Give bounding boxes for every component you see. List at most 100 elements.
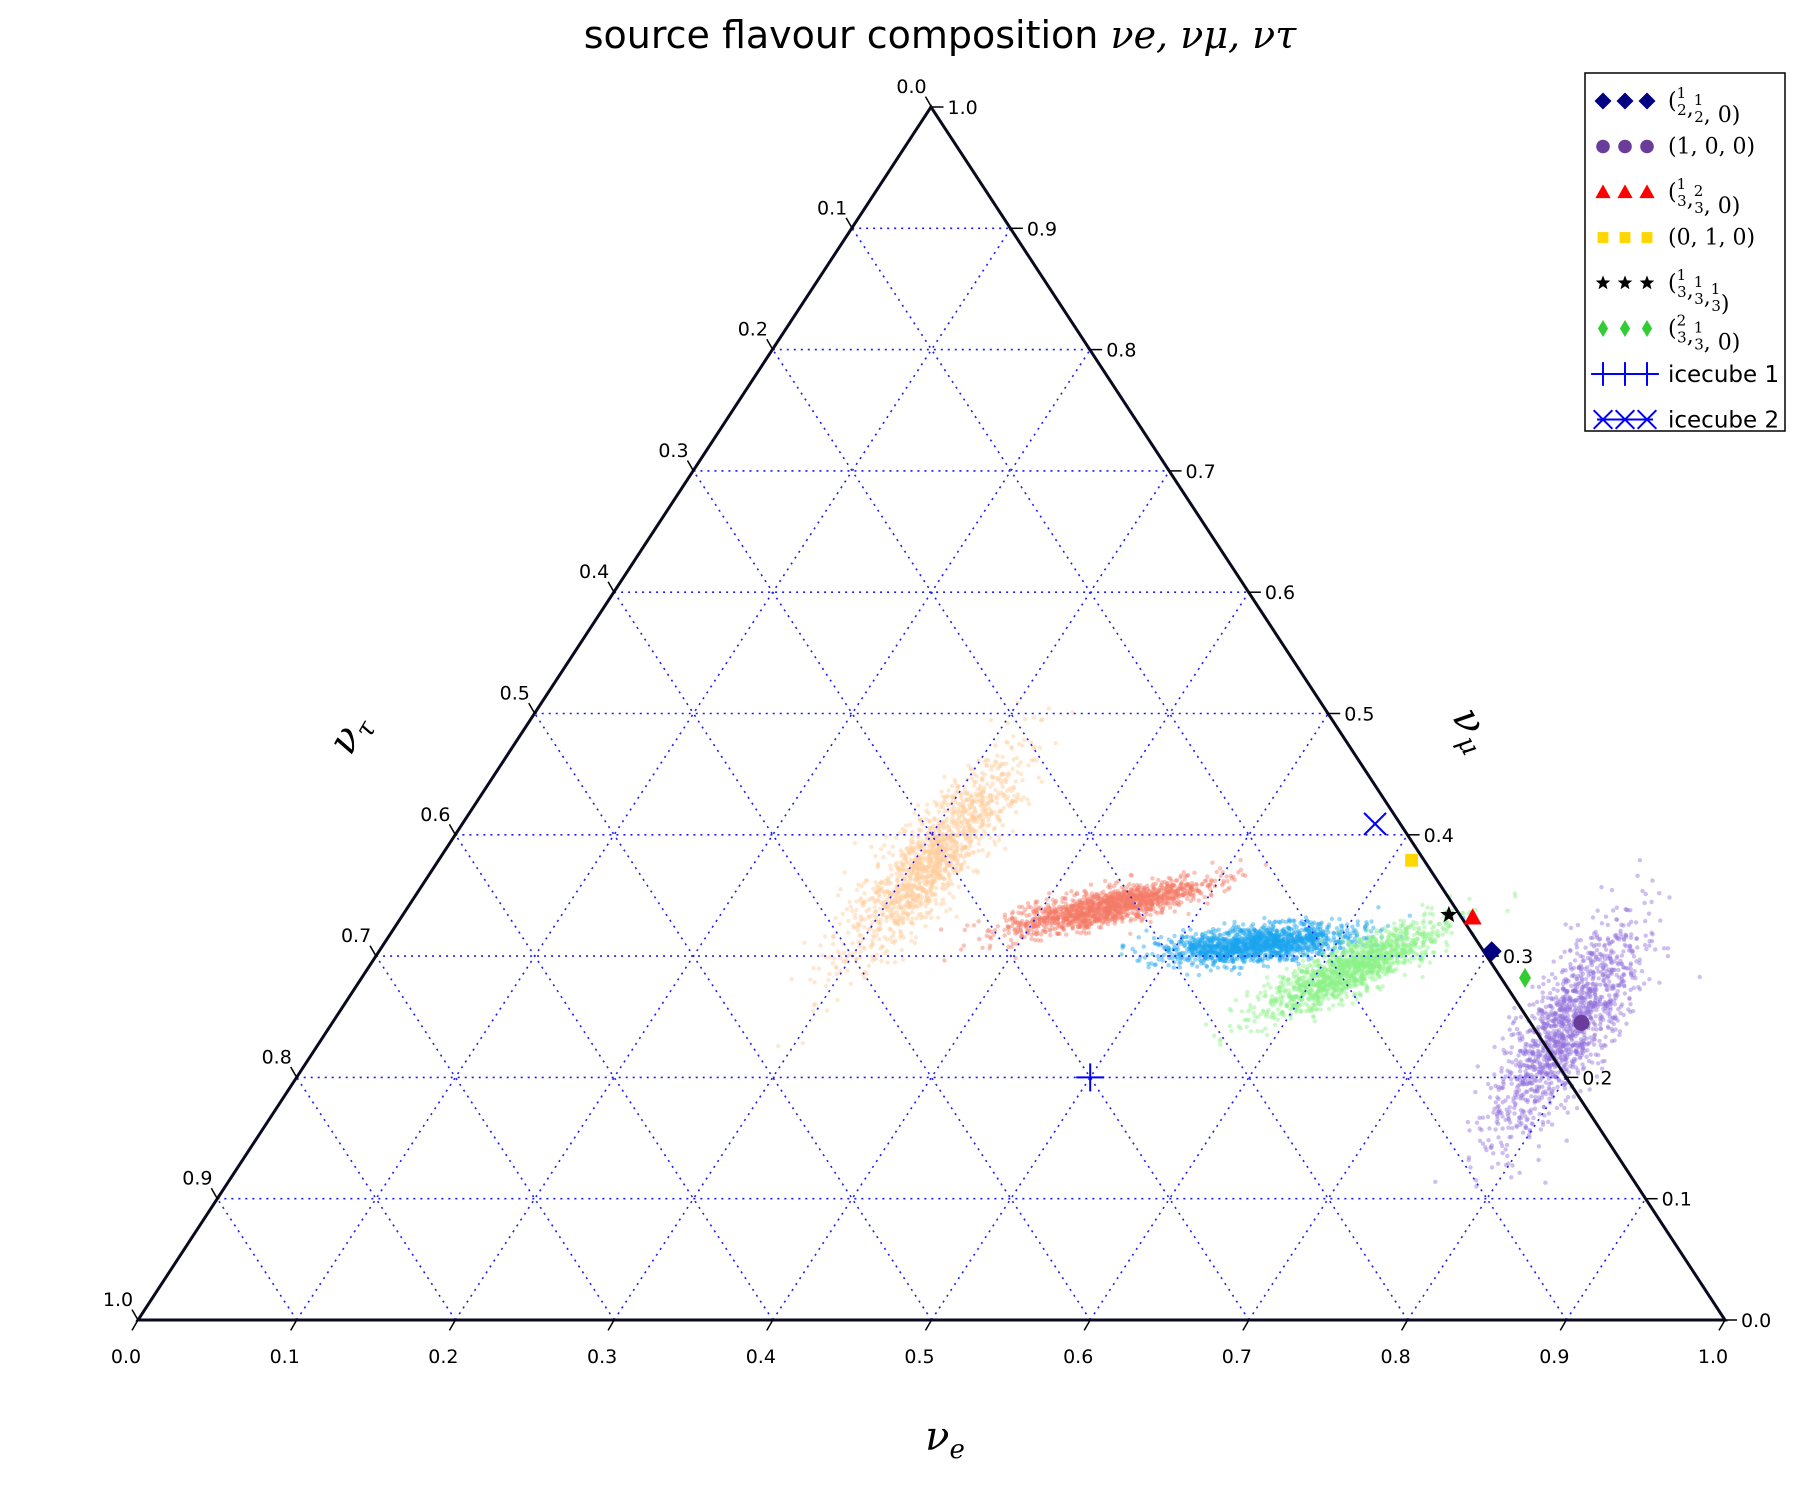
cloud-peach-dot xyxy=(985,795,990,800)
cloud-peach-dot xyxy=(921,855,927,861)
cloud-green-dot xyxy=(1374,928,1380,933)
cloud-peach-dot xyxy=(868,944,873,949)
cloud-peach-dot xyxy=(893,921,898,926)
cloud-peach-dot xyxy=(894,878,900,883)
cloud-peach-dot xyxy=(918,844,923,849)
cloud-peach-dot xyxy=(1006,771,1012,776)
cloud-peach-dot xyxy=(1053,741,1058,746)
cloud-peach-dot xyxy=(1010,829,1016,834)
cloud-peach-dot xyxy=(962,809,967,814)
cloud-peach-dot xyxy=(952,839,957,845)
cloud-peach-dot xyxy=(874,913,879,919)
cloud-peach-dot xyxy=(838,955,843,961)
cloud-peach xyxy=(776,700,1075,1049)
cloud-peach-dot xyxy=(940,897,945,902)
cloud-peach-dot xyxy=(945,793,950,798)
cloud-peach-dot xyxy=(925,802,930,807)
cloud-green-dot xyxy=(1444,948,1449,954)
cloud-sky-dot xyxy=(1237,965,1242,970)
cloud-peach-dot xyxy=(956,861,961,867)
cloud-sky-dot xyxy=(1192,944,1197,949)
cloud-peach-dot xyxy=(980,819,985,824)
cloud-peach-dot xyxy=(979,817,984,822)
cloud-peach-dot xyxy=(965,807,970,813)
cloud-peach-dot xyxy=(954,861,960,866)
cloud-peach-dot xyxy=(971,800,976,805)
cloud-peach-dot xyxy=(929,866,934,871)
cloud-peach-dot xyxy=(934,885,939,891)
cloud-salmon-dot xyxy=(1196,898,1201,903)
cloud-peach-dot xyxy=(950,882,955,887)
cloud-peach-dot xyxy=(1009,744,1014,750)
cloud-peach-dot xyxy=(979,791,984,796)
cloud-salmon-dot xyxy=(1114,891,1120,896)
cloud-peach-dot xyxy=(948,853,954,859)
cloud-sky-dot xyxy=(1276,935,1281,941)
cloud-peach-dot xyxy=(1009,798,1015,804)
cloud-peach-dot xyxy=(846,954,851,959)
cloud-peach-dot xyxy=(957,809,962,814)
cloud-peach-dot xyxy=(946,873,951,878)
cloud-salmon-dot xyxy=(1077,922,1082,928)
cloud-peach-dot xyxy=(1022,716,1028,722)
cloud-peach-dot xyxy=(952,823,957,829)
cloud-green-dot xyxy=(1255,1028,1261,1034)
cloud-sky-dot xyxy=(1136,935,1141,940)
cloud-peach-dot xyxy=(904,867,909,873)
cloud-peach-dot xyxy=(983,831,988,836)
cloud-salmon-dot xyxy=(1144,883,1150,888)
cloud-peach-dot xyxy=(945,883,950,888)
cloud-peach-dot xyxy=(914,874,919,879)
cloud-salmon-dot xyxy=(1128,872,1133,878)
cloud-peach-dot xyxy=(996,790,1001,795)
cloud-sky-dot xyxy=(1175,947,1181,952)
cloud-salmon-dot xyxy=(1147,889,1153,894)
cloud-salmon-dot xyxy=(1263,862,1269,867)
cloud-salmon-dot xyxy=(1084,925,1089,930)
cloud-peach-dot xyxy=(933,892,938,898)
cloud-peach-dot xyxy=(993,743,998,748)
cloud-peach-dot xyxy=(951,818,956,823)
cloud-peach-dot xyxy=(893,938,898,943)
cloud-peach-dot xyxy=(984,811,990,816)
cloud-peach-dot xyxy=(858,914,863,919)
cloud-peach-dot xyxy=(903,856,908,861)
cloud-salmon-dot xyxy=(1103,917,1108,922)
cloud-peach-dot xyxy=(987,806,992,811)
cloud-salmon-dot xyxy=(1160,895,1166,900)
cloud-peach-dot xyxy=(978,803,983,808)
cloud-peach-dot xyxy=(900,827,905,832)
cloud-peach-dot xyxy=(918,915,924,921)
cloud-peach-dot xyxy=(962,825,968,830)
cloud-peach-dot xyxy=(966,797,971,802)
cloud-green-dot xyxy=(1393,928,1398,934)
cloud-peach-dot xyxy=(949,846,955,851)
cloud-peach-dot xyxy=(938,843,944,848)
cloud-salmon-dot xyxy=(1080,914,1086,919)
cloud-peach-dot xyxy=(972,810,977,815)
cloud-sky-dot xyxy=(1253,941,1258,947)
cloud-peach-dot xyxy=(990,775,995,780)
cloud-peach-dot xyxy=(921,887,926,892)
cloud-peach-dot xyxy=(1031,715,1037,720)
cloud-peach-dot xyxy=(940,804,946,810)
cloud-salmon-dot xyxy=(1057,931,1062,936)
cloud-salmon-dot xyxy=(1236,870,1241,875)
cloud-peach-dot xyxy=(995,777,1000,783)
cloud-peach-dot xyxy=(874,932,879,938)
cloud-sky-dot xyxy=(1135,958,1140,963)
cloud-salmon-dot xyxy=(1064,907,1070,912)
cloud-salmon-dot xyxy=(1225,887,1231,892)
cloud-salmon-dot xyxy=(1127,882,1132,887)
cloud-peach-dot xyxy=(898,905,903,910)
cloud-peach-dot xyxy=(896,905,901,911)
cloud-peach-dot xyxy=(947,872,952,877)
cloud-peach-dot xyxy=(927,825,932,831)
cloud-peach-dot xyxy=(904,857,909,863)
cloud-peach-dot xyxy=(898,929,903,934)
cloud-peach-dot xyxy=(997,808,1003,813)
cloud-salmon-dot xyxy=(1081,929,1086,934)
cloud-peach-dot xyxy=(931,877,936,883)
cloud-peach-dot xyxy=(969,850,975,855)
cloud-salmon-dot xyxy=(1221,878,1226,884)
